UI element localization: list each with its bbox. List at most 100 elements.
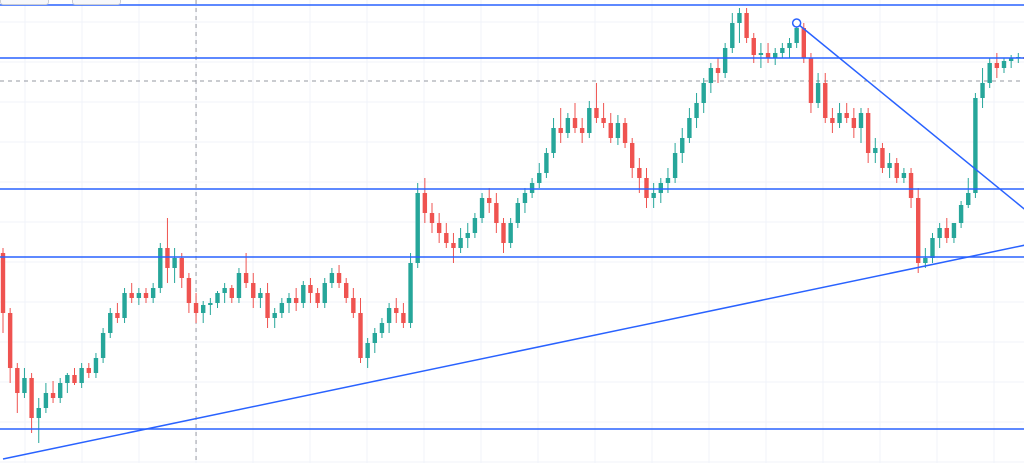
candle [79,363,84,388]
candle [315,288,320,308]
candle-body-down [7,313,13,368]
candle-body-up [837,113,842,123]
candle [737,8,742,43]
candle [272,308,277,328]
candle [193,293,199,323]
candle [86,363,91,378]
rising-support-trendline[interactable] [2,244,1024,460]
candle-body-up [958,205,964,223]
candle [865,108,871,163]
candle-body-up [108,313,113,333]
candle [537,163,542,188]
candle [93,353,99,378]
drawings[interactable] [0,4,1024,460]
candle [880,143,885,173]
candle [22,368,27,398]
candle [744,8,749,43]
candle [529,178,535,198]
candle-body-down [429,213,435,223]
candle [844,103,849,123]
candle-body-down [601,118,606,123]
candle-body-up [687,118,692,138]
candle [701,78,706,113]
candle-body-down [115,313,120,318]
candle-body-up [658,183,663,193]
candle-body-down [894,163,899,178]
candle [429,203,435,233]
candle-body-up [208,303,213,305]
candle [765,43,771,63]
candle [622,118,628,148]
candle [251,273,256,308]
candle-body-up [937,228,942,238]
candle-body-up [858,113,864,128]
candle-body-up [887,163,892,168]
candle-body-up [615,123,621,138]
candle [351,288,356,318]
candle [143,288,149,303]
candle-body-up [508,223,513,243]
candle [415,183,420,268]
falling-resistance-trendline[interactable] [796,22,1024,210]
candle [165,218,170,283]
candle [787,38,792,58]
candle-body-up [465,233,470,238]
candle [730,13,735,53]
candle [544,148,549,178]
trendline-anchor-handle[interactable] [791,18,802,28]
candle-body-up [794,28,799,43]
candle-body-up [522,193,528,203]
candle-body-down [165,248,170,268]
candle [229,285,234,303]
candle-body-up [222,288,227,293]
candle-body-down [637,168,642,178]
candle-body-down [401,313,406,323]
candle-body-up [930,238,935,258]
candle-body-down [501,223,506,243]
candle [150,283,156,303]
candle [558,108,563,143]
candle-body-down [265,293,270,318]
candle [436,213,442,243]
candle-body-up [680,138,685,153]
candle [201,301,206,323]
candle-body-up [258,293,263,298]
candle-body-down [444,233,449,243]
candle-body-down [50,393,56,398]
candle [630,138,635,178]
candle [158,243,163,293]
candle-body-down [744,13,749,38]
toolbar-tab-left[interactable] [0,0,49,5]
candle-body-up [286,298,292,303]
candle-body-up [672,153,678,178]
candle-body-down [622,123,628,143]
candle-body-down [801,28,806,58]
candle-body-down [129,293,134,298]
candle [722,43,728,78]
candle-body-down [243,273,249,283]
candle-body-up [951,223,957,238]
toolbar-tab-right[interactable] [72,0,121,5]
candle [851,108,857,138]
candle [422,178,428,223]
candle [887,153,892,178]
candle [401,303,406,328]
candle-body-up [708,68,714,83]
candle [115,303,120,323]
candle [72,368,77,385]
candle-body-up [379,323,385,333]
candle-body-up [36,408,41,418]
candle [243,253,249,288]
candle [644,168,649,208]
candle-body-down [944,228,949,238]
candle-body-down [494,203,499,223]
candle-body-up [587,108,592,133]
candle [901,168,907,183]
candle-body-up [272,313,277,318]
candle-body-down [487,198,492,203]
candle-body-up [122,293,127,318]
candle [408,253,413,328]
